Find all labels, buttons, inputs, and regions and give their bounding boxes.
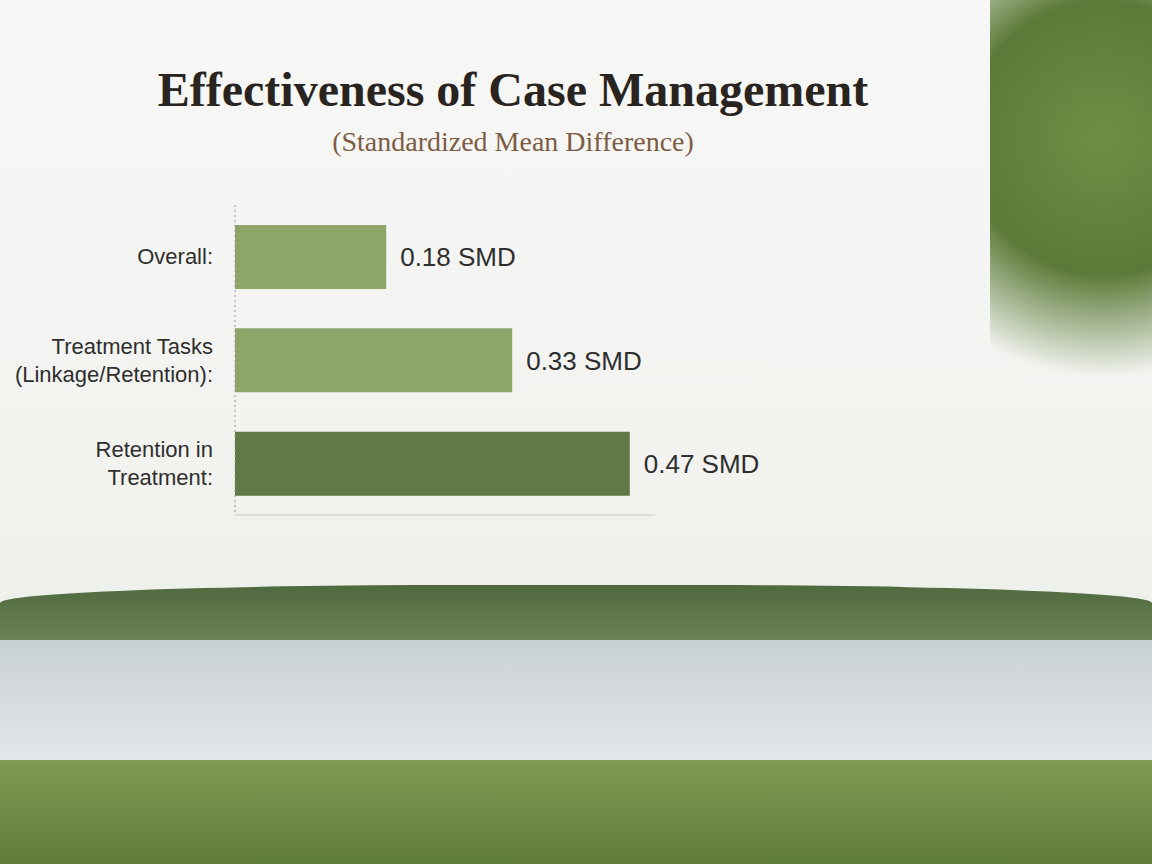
svg-text:Retention in: Retention in [96,437,213,462]
svg-text:(Linkage/Retention):: (Linkage/Retention): [15,362,213,387]
svg-text:0.18 SMD: 0.18 SMD [400,242,516,272]
svg-text:0.33 SMD: 0.33 SMD [526,346,642,376]
svg-text:Overall:: Overall: [137,244,213,269]
html-text:(Standardized Mean Difference): (Standardized Mean Difference) [332,126,694,157]
svg-text:Treatment:: Treatment: [107,465,213,490]
svg-text:Treatment Tasks: Treatment Tasks [52,334,213,359]
svg-text:0.47 SMD: 0.47 SMD [644,449,760,479]
html-text:Effectiveness of Case Manageme: Effectiveness of Case Management [157,63,869,116]
